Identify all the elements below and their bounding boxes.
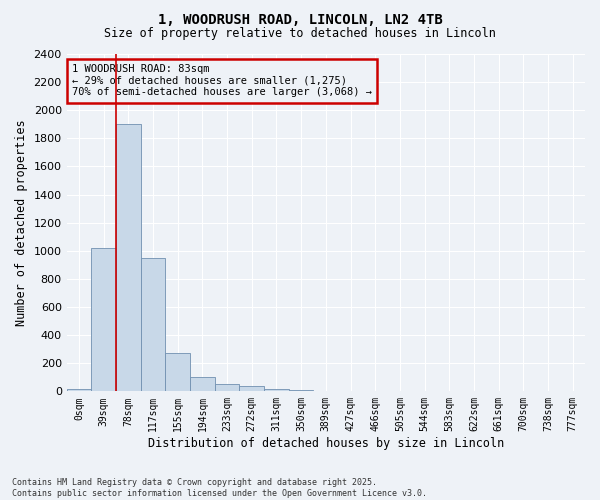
Bar [116,124,141,392]
X-axis label: Distribution of detached houses by size in Lincoln: Distribution of detached houses by size … [148,437,504,450]
Bar [215,384,239,392]
Bar [289,390,313,392]
Text: 1 WOODRUSH ROAD: 83sqm
← 29% of detached houses are smaller (1,275)
70% of semi-: 1 WOODRUSH ROAD: 83sqm ← 29% of detached… [72,64,372,98]
Bar [190,378,215,392]
Bar [166,354,190,392]
Bar [239,386,264,392]
Text: Size of property relative to detached houses in Lincoln: Size of property relative to detached ho… [104,28,496,40]
Text: Contains HM Land Registry data © Crown copyright and database right 2025.
Contai: Contains HM Land Registry data © Crown c… [12,478,427,498]
Bar [67,389,91,392]
Bar [91,248,116,392]
Bar [264,388,289,392]
Y-axis label: Number of detached properties: Number of detached properties [15,120,28,326]
Text: 1, WOODRUSH ROAD, LINCOLN, LN2 4TB: 1, WOODRUSH ROAD, LINCOLN, LN2 4TB [158,12,442,26]
Bar [141,258,166,392]
